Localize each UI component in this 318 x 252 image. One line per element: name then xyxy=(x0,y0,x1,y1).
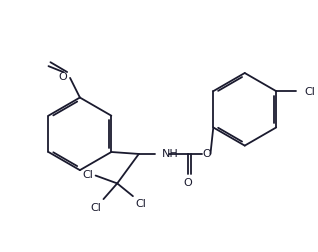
Text: Cl: Cl xyxy=(135,198,146,208)
Text: Cl: Cl xyxy=(82,169,93,179)
Text: O: O xyxy=(59,72,68,82)
Text: Cl: Cl xyxy=(90,202,101,212)
Text: NH: NH xyxy=(162,148,179,158)
Text: Cl: Cl xyxy=(305,87,315,97)
Text: O: O xyxy=(202,148,211,158)
Text: O: O xyxy=(183,178,192,188)
